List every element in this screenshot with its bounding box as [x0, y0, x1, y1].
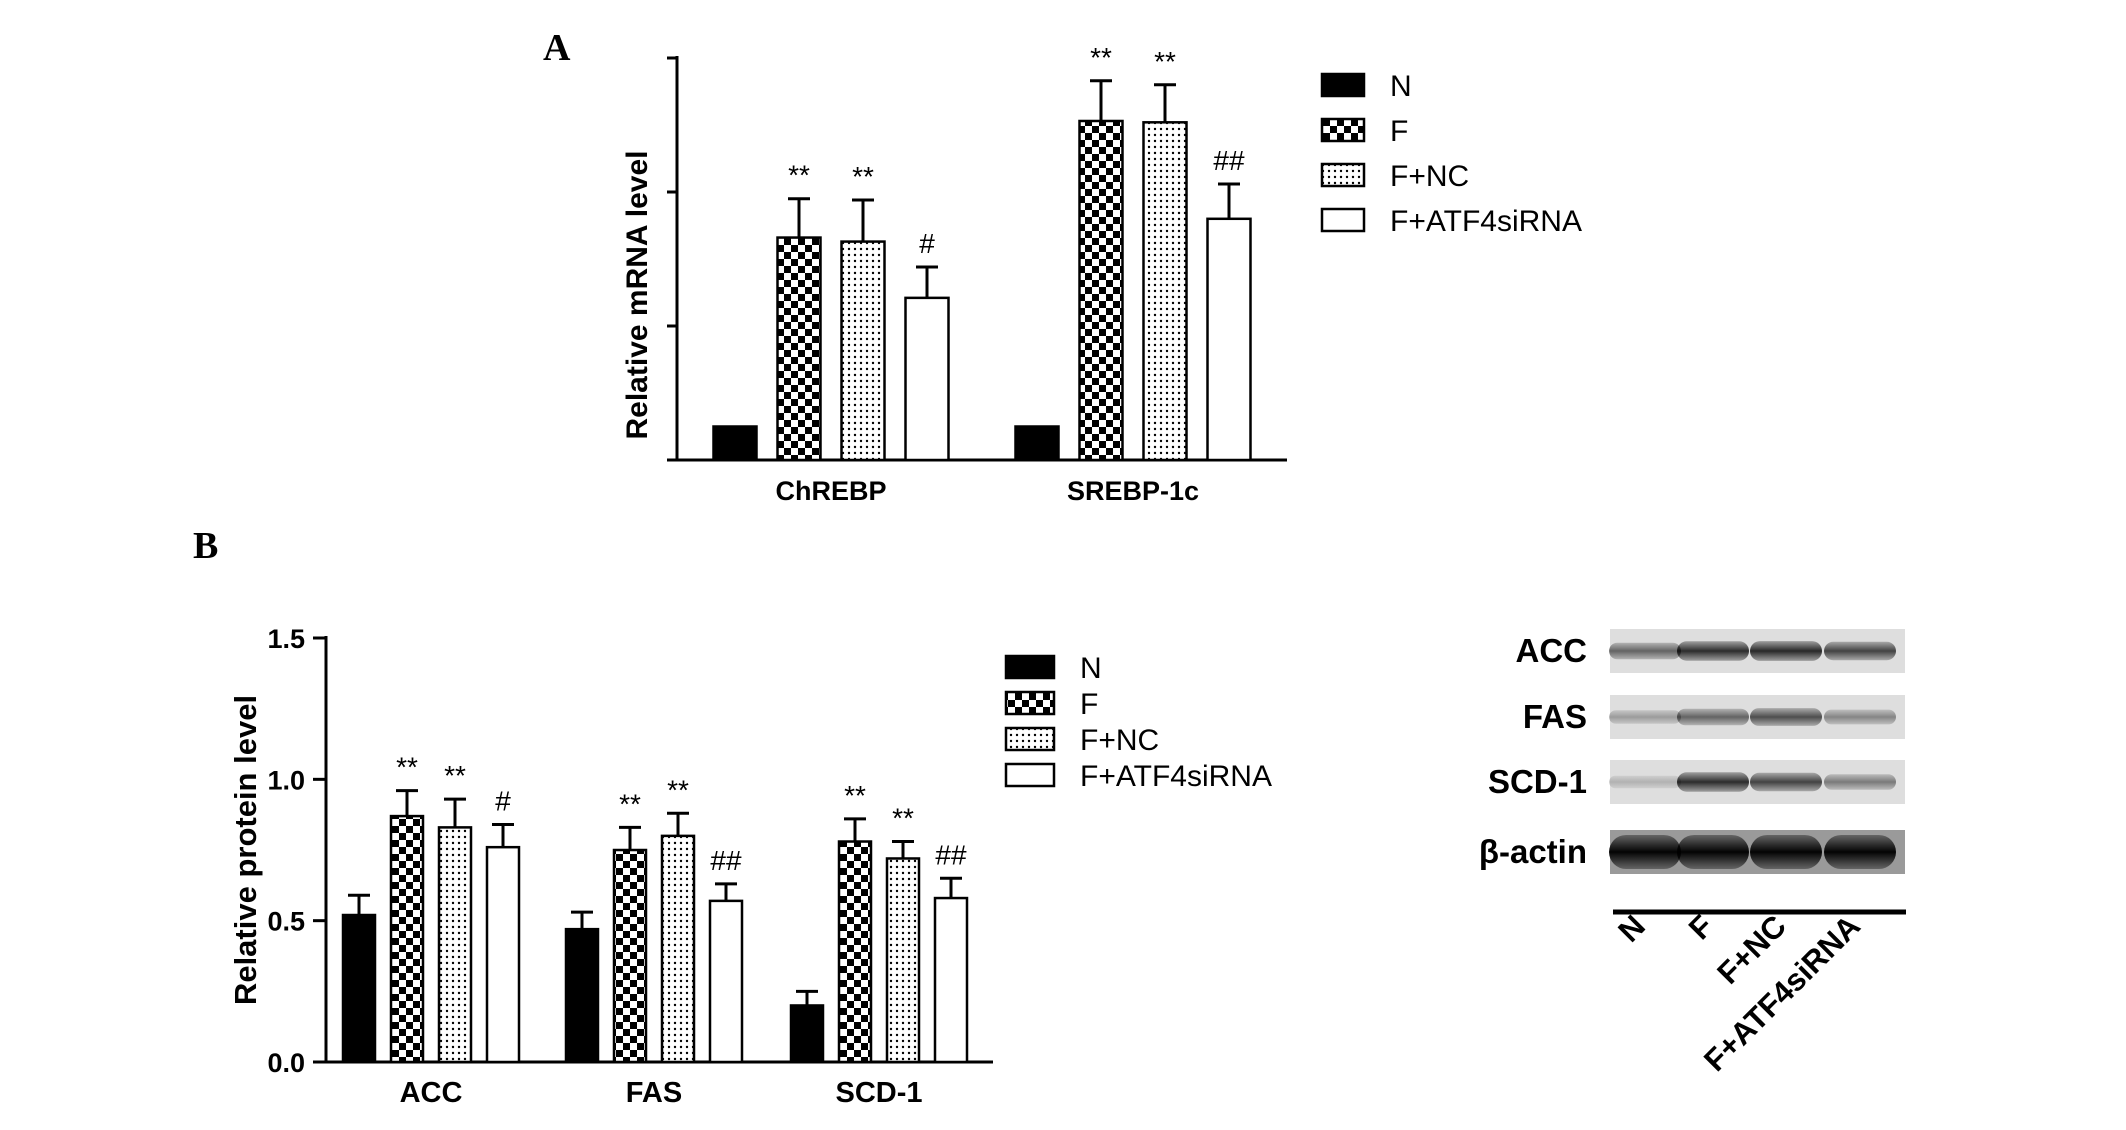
- legend-label: N: [1390, 70, 1412, 103]
- legend-swatch: [1320, 72, 1366, 98]
- y-tick-label: 1.0: [267, 765, 305, 795]
- significance-label: #: [495, 786, 511, 817]
- blot-band: [1750, 772, 1822, 792]
- bar-fas-fatf4sirna: [708, 899, 744, 1064]
- y-tick-label: 0.5: [267, 907, 305, 937]
- legend-swatch: [1004, 762, 1056, 788]
- y-tick-label: 1.5: [267, 624, 305, 654]
- x-tick-label: ChREBP: [775, 476, 886, 506]
- blot-row-label: SCD-1: [1488, 763, 1587, 800]
- significance-label: **: [444, 760, 466, 791]
- blot-row-label: β-actin: [1479, 833, 1587, 870]
- blot-band: [1609, 775, 1681, 789]
- bar-srebp-1c-fatf4sirna: [1206, 217, 1252, 462]
- bar-chrebp-fatf4sirna: [904, 296, 950, 462]
- blot-row-label: ACC: [1516, 632, 1588, 669]
- legend-label: N: [1080, 652, 1102, 685]
- legend-label: F+NC: [1390, 160, 1469, 193]
- legend-label: F+NC: [1080, 724, 1159, 757]
- legend-a: NF F+NC F+ATF4siRNA: [1320, 70, 1582, 238]
- legend-label: F: [1390, 115, 1408, 148]
- significance-label: **: [788, 160, 810, 191]
- chart-b: ** ** # ** ** ## ** ** ## ACC FAS SCD-1 0.0 0.5 1.0 1…: [228, 624, 993, 1109]
- significance-label: ##: [1213, 145, 1245, 176]
- significance-label: **: [852, 161, 874, 192]
- x-tick-label: FAS: [626, 1077, 682, 1109]
- bar-acc-fatf4sirna: [485, 845, 521, 1064]
- blot-band: [1824, 641, 1896, 661]
- bar-fas-f: [612, 848, 648, 1064]
- bar-scd-1-fnc: [885, 857, 921, 1064]
- blot-band: [1677, 772, 1749, 792]
- significance-label: **: [619, 788, 641, 819]
- bar-chrebp-f: [776, 236, 822, 462]
- blot-band: [1609, 835, 1681, 869]
- blot-band: [1677, 641, 1749, 661]
- chart-a: ** ** # ** ** ## ChREBP SREBP-1c Relative mRNA…: [621, 42, 1287, 506]
- legend-label: F+ATF4siRNA: [1080, 760, 1272, 793]
- legend-swatch: [1320, 162, 1366, 188]
- bar-chrebp-fnc: [840, 240, 886, 462]
- blot-band: [1609, 642, 1681, 660]
- significance-label: ##: [935, 839, 967, 870]
- blot-band: [1750, 835, 1822, 869]
- blot-band: [1609, 710, 1681, 724]
- bar-scd-1-f: [837, 840, 873, 1064]
- bar-fas-fnc: [660, 834, 696, 1064]
- blot-band: [1677, 708, 1749, 726]
- panel-b-label: B: [193, 525, 219, 567]
- legend-swatch: [1320, 207, 1366, 233]
- blot-band: [1824, 835, 1896, 869]
- legend-label: F: [1080, 688, 1098, 721]
- blot-band: [1824, 774, 1896, 790]
- blot-band: [1750, 641, 1822, 661]
- bar-chrebp-n: [712, 425, 758, 462]
- legend-swatch: [1004, 690, 1056, 716]
- blot-band: [1824, 709, 1896, 725]
- significance-label: **: [1154, 46, 1176, 77]
- legend-b: NFF+NCF+ATF4siRNA: [1004, 652, 1272, 793]
- bar-srebp-1c-n: [1014, 425, 1060, 462]
- chart-b-y-axis-label: Relative protein level: [228, 695, 263, 1005]
- bar-acc-f: [389, 814, 425, 1064]
- significance-label: **: [892, 803, 914, 834]
- legend-label: F+ATF4siRNA: [1390, 205, 1582, 238]
- significance-label: **: [396, 752, 418, 783]
- legend-swatch: [1320, 117, 1366, 143]
- legend-swatch: [1004, 726, 1056, 752]
- legend-swatch: [1004, 654, 1056, 680]
- x-tick-label: SREBP-1c: [1067, 476, 1199, 506]
- blot-band: [1750, 708, 1822, 726]
- significance-label: ##: [710, 845, 742, 876]
- bar-srebp-1c-fnc: [1142, 121, 1188, 462]
- panel-a-label: A: [543, 27, 571, 69]
- significance-label: **: [1090, 42, 1112, 73]
- x-tick-label: SCD-1: [835, 1077, 922, 1109]
- bar-scd-1-fatf4sirna: [933, 896, 969, 1064]
- bar-srebp-1c-f: [1078, 119, 1124, 462]
- significance-label: **: [844, 780, 866, 811]
- blot-row-label: FAS: [1523, 698, 1587, 735]
- significance-label: **: [667, 774, 689, 805]
- chart-a-y-axis-label: Relative mRNA level: [621, 150, 654, 439]
- bar-acc-n: [341, 913, 377, 1064]
- bar-acc-fnc: [437, 826, 473, 1064]
- blot-band: [1677, 835, 1749, 869]
- x-tick-label: ACC: [400, 1077, 463, 1109]
- significance-label: #: [919, 228, 935, 259]
- bar-fas-n: [564, 927, 600, 1064]
- y-tick-label: 0.0: [267, 1048, 305, 1078]
- bar-scd-1-n: [789, 1004, 825, 1064]
